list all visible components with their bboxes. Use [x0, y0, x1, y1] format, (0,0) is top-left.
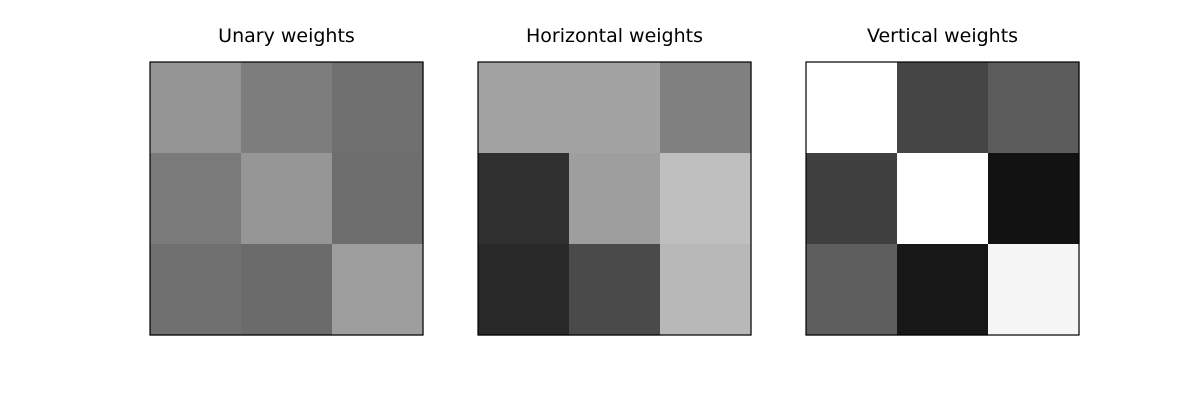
heatmap-cell-horizontal-r1-c0: [478, 153, 570, 245]
heatmap-cell-unary-r0-c0: [150, 62, 242, 154]
heatmap-cell-horizontal-r0-c1: [569, 62, 661, 154]
heatmap-cell-unary-r1-c2: [332, 153, 424, 245]
heatmap-cell-vertical-r2-c2: [988, 244, 1080, 336]
panel-title-unary: Unary weights: [218, 25, 355, 47]
heatmap-cell-horizontal-r2-c2: [660, 244, 752, 336]
heatmap-cell-unary-r0-c1: [241, 62, 333, 154]
heatmap-cell-unary-r2-c2: [332, 244, 424, 336]
heatmap-cell-horizontal-r1-c1: [569, 153, 661, 245]
axes-frame-unary: [149, 61, 424, 336]
heatmap-cell-vertical-r0-c1: [897, 62, 989, 154]
axes-frame-vertical: [805, 61, 1080, 336]
axes-frame-horizontal: [477, 61, 752, 336]
heatmap-cell-vertical-r2-c0: [806, 244, 898, 336]
heatmap-cell-vertical-r1-c2: [988, 153, 1080, 245]
heatmap-cell-unary-r1-c1: [241, 153, 333, 245]
panel-title-horizontal: Horizontal weights: [526, 25, 703, 47]
heatmap-cell-horizontal-r0-c0: [478, 62, 570, 154]
heatmap-cell-unary-r2-c0: [150, 244, 242, 336]
heatmap-cell-vertical-r1-c0: [806, 153, 898, 245]
panel-horizontal-weights: Horizontal weights: [477, 25, 752, 336]
panel-vertical-weights: Vertical weights: [805, 25, 1080, 336]
panel-unary-weights: Unary weights: [149, 25, 424, 336]
heatmap-cell-vertical-r0-c0: [806, 62, 898, 154]
heatmap-cell-unary-r2-c1: [241, 244, 333, 336]
heatmap-cell-horizontal-r0-c2: [660, 62, 752, 154]
heatmap-cell-vertical-r1-c1: [897, 153, 989, 245]
heatmap-cell-horizontal-r1-c2: [660, 153, 752, 245]
heatmap-cell-horizontal-r2-c1: [569, 244, 661, 336]
panel-title-vertical: Vertical weights: [867, 25, 1018, 47]
heatmap-cell-vertical-r0-c2: [988, 62, 1080, 154]
heatmap-cell-unary-r1-c0: [150, 153, 242, 245]
heatmap-cell-horizontal-r2-c0: [478, 244, 570, 336]
heatmap-cell-vertical-r2-c1: [897, 244, 989, 336]
heatmap-cell-unary-r0-c2: [332, 62, 424, 154]
